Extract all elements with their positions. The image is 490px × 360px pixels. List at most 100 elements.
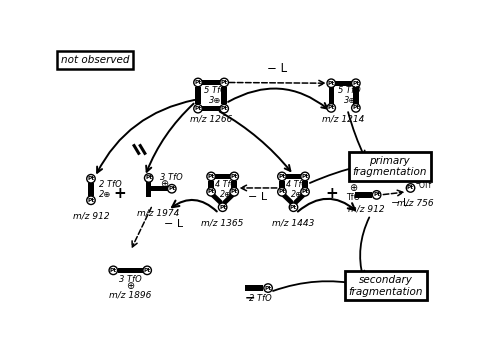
Text: m/z 912: m/z 912 <box>347 204 384 213</box>
Circle shape <box>194 104 202 113</box>
Circle shape <box>109 266 118 275</box>
Text: Pt: Pt <box>373 192 380 197</box>
FancyBboxPatch shape <box>302 181 308 193</box>
Text: Pt: Pt <box>301 174 309 179</box>
Text: m/z 1896: m/z 1896 <box>109 291 151 300</box>
Text: ⊕: ⊕ <box>160 179 169 189</box>
Text: Pt: Pt <box>145 175 152 180</box>
Text: − L: − L <box>248 192 268 202</box>
FancyBboxPatch shape <box>286 174 301 179</box>
Text: Pt: Pt <box>406 174 415 183</box>
Text: primary
fragmentation: primary fragmentation <box>352 156 427 177</box>
Circle shape <box>230 172 239 181</box>
Text: Pt: Pt <box>328 81 335 86</box>
Text: Pt: Pt <box>195 106 201 111</box>
Text: − L: − L <box>164 219 183 229</box>
Text: 4 TfO
2⊕: 4 TfO 2⊕ <box>286 180 307 199</box>
Circle shape <box>219 203 227 211</box>
Text: m/z 1443: m/z 1443 <box>272 218 315 227</box>
Circle shape <box>289 203 298 211</box>
Text: ⊕: ⊕ <box>126 281 134 291</box>
FancyBboxPatch shape <box>245 285 263 291</box>
Circle shape <box>220 104 228 113</box>
Text: m/z 756: m/z 756 <box>397 198 434 207</box>
Text: m/z 1974: m/z 1974 <box>137 208 179 217</box>
Text: Pt: Pt <box>328 105 335 111</box>
Text: Pt: Pt <box>208 189 215 194</box>
Text: Pt: Pt <box>407 185 414 190</box>
Text: − L: − L <box>267 62 287 75</box>
Text: +: + <box>325 186 339 201</box>
Circle shape <box>372 191 381 199</box>
Circle shape <box>87 175 95 183</box>
Text: ⊕: ⊕ <box>414 176 421 186</box>
Circle shape <box>278 172 286 181</box>
FancyBboxPatch shape <box>208 181 214 193</box>
Circle shape <box>230 188 239 196</box>
FancyBboxPatch shape <box>118 267 143 273</box>
Text: Pt: Pt <box>110 268 117 273</box>
FancyBboxPatch shape <box>88 183 94 196</box>
Circle shape <box>406 184 415 192</box>
Text: Pt: Pt <box>352 81 359 86</box>
Circle shape <box>143 266 151 275</box>
FancyBboxPatch shape <box>336 81 352 86</box>
FancyBboxPatch shape <box>202 80 220 85</box>
Text: Pt: Pt <box>87 176 95 181</box>
Text: Pt: Pt <box>278 189 286 194</box>
Text: TfO: TfO <box>346 193 361 202</box>
FancyBboxPatch shape <box>196 87 201 104</box>
Text: Pt: Pt <box>301 189 309 194</box>
Text: Pt: Pt <box>220 80 228 85</box>
Circle shape <box>207 172 215 181</box>
Text: OTf: OTf <box>419 181 432 190</box>
FancyBboxPatch shape <box>151 186 168 192</box>
Circle shape <box>264 284 272 292</box>
Circle shape <box>352 104 360 112</box>
FancyBboxPatch shape <box>353 87 359 104</box>
Text: Pt: Pt <box>352 105 359 111</box>
Text: Pt: Pt <box>231 174 238 179</box>
Circle shape <box>194 78 202 87</box>
FancyBboxPatch shape <box>231 181 237 193</box>
Text: −: − <box>245 292 255 305</box>
FancyBboxPatch shape <box>355 192 372 198</box>
Circle shape <box>145 174 153 182</box>
Text: Pt: Pt <box>144 268 151 273</box>
Text: Pt: Pt <box>87 198 95 203</box>
Circle shape <box>87 196 95 204</box>
Text: Pt: Pt <box>231 189 238 194</box>
Text: +: + <box>114 186 126 201</box>
Circle shape <box>352 79 360 87</box>
FancyBboxPatch shape <box>221 87 227 104</box>
Text: Pt: Pt <box>219 205 226 210</box>
Circle shape <box>327 104 336 112</box>
Text: − L: − L <box>391 198 409 208</box>
Text: Pt: Pt <box>195 80 201 85</box>
Text: m/z 1266: m/z 1266 <box>190 114 232 123</box>
Circle shape <box>301 188 309 196</box>
Circle shape <box>168 184 176 193</box>
Circle shape <box>301 172 309 181</box>
Text: 2 TfO
2⊕: 2 TfO 2⊕ <box>99 180 122 199</box>
Text: Pt: Pt <box>265 285 271 291</box>
Text: 3 TfO: 3 TfO <box>160 174 183 183</box>
Text: 3 TfO: 3 TfO <box>119 275 142 284</box>
Text: m/z 1365: m/z 1365 <box>201 218 244 227</box>
Text: Pt: Pt <box>220 106 228 111</box>
Text: secondary
fragmentation: secondary fragmentation <box>348 275 423 297</box>
FancyBboxPatch shape <box>202 106 220 111</box>
FancyBboxPatch shape <box>215 174 230 179</box>
Text: Pt: Pt <box>168 186 175 191</box>
Circle shape <box>220 78 228 87</box>
Text: 5 TfO
3⊕: 5 TfO 3⊕ <box>203 86 226 105</box>
FancyBboxPatch shape <box>279 181 285 193</box>
Text: Pt: Pt <box>208 174 215 179</box>
Text: ⊕: ⊕ <box>349 183 357 193</box>
FancyBboxPatch shape <box>328 87 334 104</box>
Text: m/z 912: m/z 912 <box>73 212 109 221</box>
Circle shape <box>278 188 286 196</box>
Circle shape <box>207 188 215 196</box>
Text: 4 TfO
2⊕: 4 TfO 2⊕ <box>215 180 237 199</box>
Circle shape <box>327 79 336 87</box>
